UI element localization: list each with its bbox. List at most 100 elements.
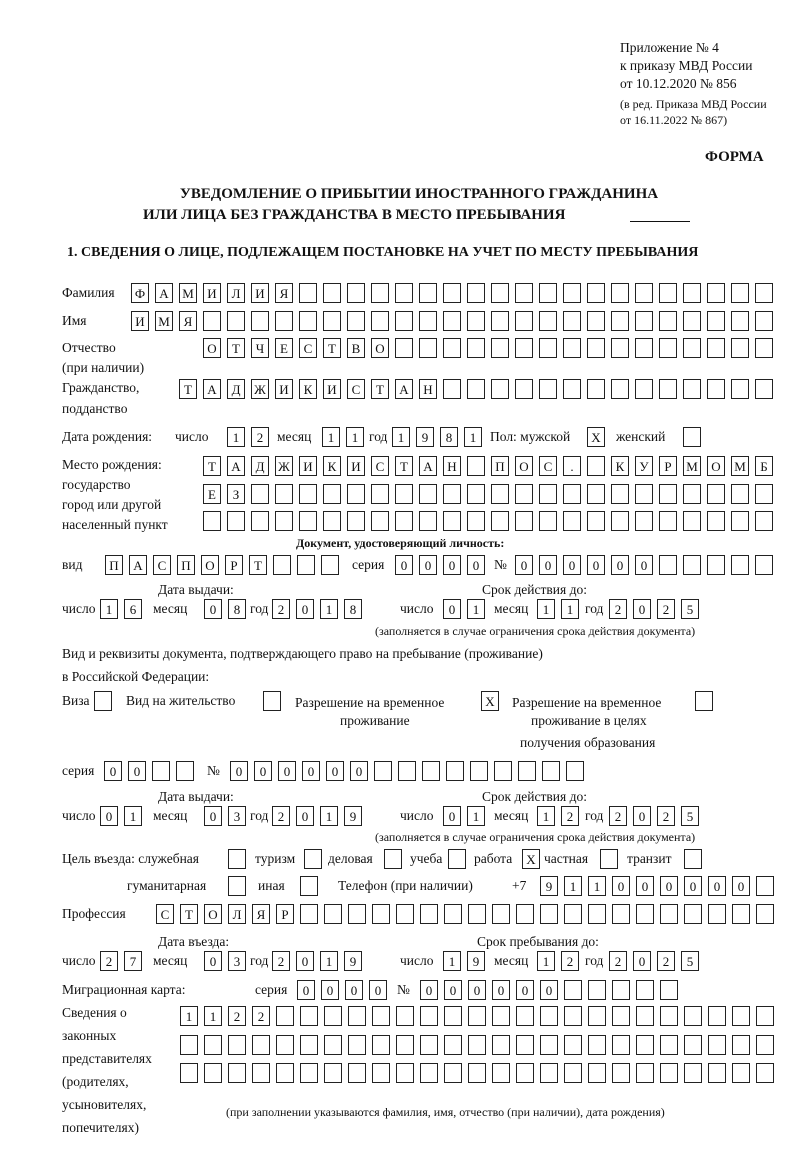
day-cell[interactable]: 7 (124, 951, 142, 971)
residence-series-cell[interactable] (176, 761, 194, 781)
year-cell[interactable]: 1 (320, 806, 338, 826)
year-cell[interactable]: 2 (272, 951, 290, 971)
representatives-cell[interactable] (372, 1063, 390, 1083)
representatives-cell[interactable] (684, 1006, 702, 1026)
phone-cell[interactable]: 9 (540, 876, 558, 896)
surname-cell[interactable] (419, 283, 437, 303)
representatives-cell[interactable] (516, 1035, 534, 1055)
residence-number-cell[interactable] (422, 761, 440, 781)
representatives-cell[interactable] (588, 1006, 606, 1026)
birthplace-cell[interactable] (539, 511, 557, 531)
year-cell[interactable]: 2 (609, 951, 627, 971)
representatives-cell[interactable] (348, 1063, 366, 1083)
representatives-cell[interactable] (204, 1035, 222, 1055)
citizenship-cell[interactable] (755, 379, 773, 399)
surname-cell[interactable] (491, 283, 509, 303)
birthplace-cell[interactable] (491, 511, 509, 531)
name-cell[interactable] (755, 311, 773, 331)
day-cell[interactable]: 6 (124, 599, 142, 619)
patronymic-cell[interactable] (515, 338, 533, 358)
year-cell[interactable]: 0 (633, 806, 651, 826)
edu-residence-checkbox[interactable] (695, 691, 713, 711)
residence-number-cell[interactable]: 0 (350, 761, 368, 781)
year-cell[interactable]: 2 (609, 806, 627, 826)
birthplace-cell[interactable]: Б (755, 456, 773, 476)
birthplace-cell[interactable] (323, 511, 341, 531)
birthplace-cell[interactable] (275, 484, 293, 504)
citizenship-cell[interactable]: И (275, 379, 293, 399)
sex-female-checkbox[interactable] (683, 427, 701, 447)
birthplace-cell[interactable]: Д (251, 456, 269, 476)
patronymic-cell[interactable] (635, 338, 653, 358)
name-cell[interactable] (227, 311, 245, 331)
representatives-cell[interactable] (276, 1035, 294, 1055)
purpose-humanitarian-checkbox[interactable] (228, 876, 246, 896)
residence-series-cell[interactable]: 0 (104, 761, 122, 781)
residence-number-cell[interactable]: 0 (230, 761, 248, 781)
phone-cell[interactable]: 1 (564, 876, 582, 896)
birthplace-cell[interactable]: Р (659, 456, 677, 476)
representatives-cell[interactable] (732, 1006, 750, 1026)
phone-cell[interactable]: 1 (588, 876, 606, 896)
profession-cell[interactable] (324, 904, 342, 924)
name-cell[interactable] (563, 311, 581, 331)
day-cell[interactable]: 0 (100, 806, 118, 826)
name-cell[interactable] (491, 311, 509, 331)
representatives-cell[interactable] (684, 1063, 702, 1083)
patronymic-cell[interactable] (419, 338, 437, 358)
year-cell[interactable]: 2 (657, 806, 675, 826)
representatives-cell[interactable] (444, 1006, 462, 1026)
patronymic-cell[interactable] (683, 338, 701, 358)
profession-cell[interactable] (564, 904, 582, 924)
id-doc-series-cell[interactable]: 0 (419, 555, 437, 575)
migration-number-cell[interactable] (612, 980, 630, 1000)
birthplace-cell[interactable] (515, 511, 533, 531)
representatives-cell[interactable]: 2 (228, 1006, 246, 1026)
citizenship-cell[interactable] (515, 379, 533, 399)
year-cell[interactable]: 8 (344, 599, 362, 619)
citizenship-cell[interactable]: К (299, 379, 317, 399)
id-doc-kind-cell[interactable]: А (129, 555, 147, 575)
birthplace-cell[interactable]: Т (395, 456, 413, 476)
representatives-cell[interactable] (588, 1063, 606, 1083)
profession-cell[interactable] (684, 904, 702, 924)
residence-number-cell[interactable]: 0 (326, 761, 344, 781)
birthplace-cell[interactable] (539, 484, 557, 504)
representatives-cell[interactable] (516, 1063, 534, 1083)
representatives-cell[interactable] (660, 1063, 678, 1083)
birthplace-cell[interactable]: И (299, 456, 317, 476)
representatives-cell[interactable] (660, 1006, 678, 1026)
name-cell[interactable]: И (131, 311, 149, 331)
birthplace-cell[interactable] (419, 511, 437, 531)
birthplace-cell[interactable]: П (491, 456, 509, 476)
representatives-cell[interactable] (180, 1063, 198, 1083)
citizenship-cell[interactable]: Т (371, 379, 389, 399)
surname-cell[interactable] (659, 283, 677, 303)
month-cell[interactable]: 1 (537, 599, 555, 619)
surname-cell[interactable] (707, 283, 725, 303)
representatives-cell[interactable] (396, 1006, 414, 1026)
year-cell[interactable]: 2 (657, 599, 675, 619)
representatives-cell[interactable] (396, 1035, 414, 1055)
representatives-cell[interactable] (420, 1063, 438, 1083)
surname-cell[interactable] (299, 283, 317, 303)
representatives-cell[interactable] (372, 1006, 390, 1026)
birthplace-cell[interactable] (443, 484, 461, 504)
representatives-cell[interactable] (420, 1006, 438, 1026)
year-cell[interactable]: 2 (657, 951, 675, 971)
day-cell[interactable]: 1 (124, 806, 142, 826)
profession-cell[interactable] (612, 904, 630, 924)
day-cell[interactable]: 1 (100, 599, 118, 619)
birthplace-cell[interactable] (491, 484, 509, 504)
birth-month-cell[interactable]: 1 (346, 427, 364, 447)
patronymic-cell[interactable] (563, 338, 581, 358)
representatives-cell[interactable] (684, 1035, 702, 1055)
birthplace-cell[interactable] (227, 511, 245, 531)
residence-number-cell[interactable] (494, 761, 512, 781)
phone-cell[interactable]: 0 (732, 876, 750, 896)
profession-cell[interactable] (300, 904, 318, 924)
citizenship-cell[interactable]: А (395, 379, 413, 399)
id-doc-number-cell[interactable] (659, 555, 677, 575)
representatives-cell[interactable] (612, 1063, 630, 1083)
representatives-cell[interactable] (468, 1063, 486, 1083)
